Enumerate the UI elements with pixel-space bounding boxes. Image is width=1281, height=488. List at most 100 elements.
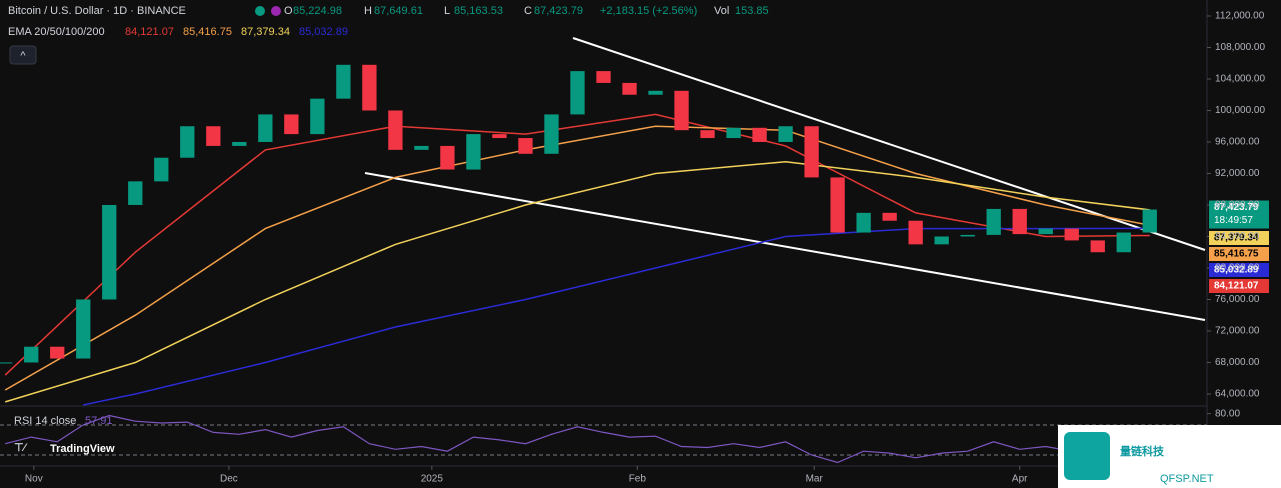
candle [752, 127, 767, 142]
countdown: 18:49:57 [1214, 215, 1253, 226]
rsi-tick-label: 80.00 [1215, 408, 1240, 419]
price-tag: 85,416.75 [1214, 249, 1259, 260]
price-tag-bg [1209, 231, 1269, 245]
ohlc-value: 87,423.79 [534, 5, 583, 17]
candle [310, 98, 325, 135]
candle [518, 138, 533, 154]
y-tick-label: 76,000.00 [1215, 294, 1260, 305]
candle [544, 114, 559, 154]
price-tag-bg [1209, 279, 1269, 293]
y-tick-label: 88,000.00 [1215, 200, 1260, 211]
watermark-text: 量链科技 [1120, 444, 1165, 458]
trendline-upper [572, 37, 1206, 251]
candle [622, 82, 637, 95]
candle [24, 346, 39, 363]
candle [388, 110, 403, 150]
y-tick-label: 108,000.00 [1215, 42, 1265, 53]
candle [206, 126, 221, 146]
candle [0, 362, 13, 364]
ohlc-label: H [364, 5, 372, 17]
ohlc-value: 85,224.98 [293, 5, 342, 17]
status-dot [255, 6, 265, 16]
ema-line [4, 125, 1150, 391]
rsi-line [5, 414, 1151, 464]
price-tag: 85,032.89 [1214, 265, 1259, 276]
price-tag-bg [1209, 200, 1269, 229]
brand-logo: ⊤⁄ [14, 442, 28, 454]
price-tag-bg [1209, 247, 1269, 261]
y-tick-label: 92,000.00 [1215, 168, 1260, 179]
ema-legend-value: 85,032.89 [299, 26, 348, 38]
x-tick-label: Apr [1012, 474, 1028, 485]
candle [882, 212, 897, 221]
y-tick-label: 64,000.00 [1215, 389, 1260, 400]
candle [284, 114, 299, 135]
candle [440, 145, 455, 170]
price-tag: 87,423.79 [1214, 202, 1259, 213]
candle [180, 126, 195, 158]
candle [414, 145, 429, 150]
rsi-label: RSI 14 close [14, 415, 76, 427]
candle [986, 208, 1001, 235]
ohlc-label: O [284, 5, 293, 17]
y-tick-label: 112,000.00 [1215, 11, 1265, 22]
volume-label: Vol [714, 5, 729, 17]
candle [570, 71, 585, 115]
ohlc-value: 87,649.61 [374, 5, 423, 17]
candle [726, 127, 741, 139]
ema-legend-value: 85,416.75 [183, 26, 232, 38]
candle [1064, 228, 1079, 241]
x-tick-label: Feb [629, 474, 647, 485]
watermark-url: QFSP.NET [1160, 473, 1214, 485]
collapse-icon: ^ [20, 50, 26, 62]
candle [466, 134, 481, 170]
candle [128, 181, 143, 205]
ema-line [83, 227, 1150, 406]
candle [856, 212, 871, 233]
ema-legend-value: 84,121.07 [125, 26, 174, 38]
x-tick-label: Mar [806, 474, 824, 485]
candle [908, 220, 923, 245]
candle [778, 126, 793, 142]
y-tick-label: 80,000.00 [1215, 263, 1260, 274]
ohlc-label: C [524, 5, 532, 17]
candle [934, 236, 949, 245]
candle [76, 299, 91, 359]
ema-label: EMA 20/50/100/200 [8, 26, 105, 38]
candle [674, 90, 689, 131]
x-tick-label: Nov [25, 474, 43, 485]
candle [154, 157, 169, 182]
collapse-button[interactable] [9, 45, 37, 65]
candle [1090, 240, 1105, 253]
candle [336, 64, 351, 99]
trendline-lower [364, 172, 1206, 321]
ema-legend-value: 87,379.34 [241, 26, 290, 38]
candle [232, 141, 247, 146]
y-tick-label: 104,000.00 [1215, 74, 1265, 85]
y-tick-label: 100,000.00 [1215, 105, 1265, 116]
status-dot [271, 6, 281, 16]
ema-line [4, 160, 1150, 403]
candle [102, 204, 117, 300]
candle [362, 64, 377, 111]
candle [804, 126, 819, 178]
volume-value: 153.85 [735, 5, 769, 17]
change: +2,183.15 (+2.56%) [600, 5, 697, 17]
y-tick-label: 84,000.00 [1215, 231, 1260, 242]
candle [596, 71, 611, 83]
ohlc-label: L [444, 5, 450, 17]
y-tick-label: 96,000.00 [1215, 137, 1260, 148]
price-tag: 87,379.34 [1214, 233, 1259, 244]
candle [1116, 232, 1131, 253]
rsi-value: 57.91 [85, 415, 113, 427]
y-tick-label: 68,000.00 [1215, 357, 1260, 368]
candle [960, 234, 975, 237]
brand-name: TradingView [50, 443, 115, 455]
symbol-title: Bitcoin / U.S. Dollar · 1D · BINANCE [8, 5, 186, 17]
y-tick-label: 72,000.00 [1215, 326, 1260, 337]
candle [700, 130, 715, 139]
candle [50, 346, 65, 359]
candle [492, 134, 507, 139]
